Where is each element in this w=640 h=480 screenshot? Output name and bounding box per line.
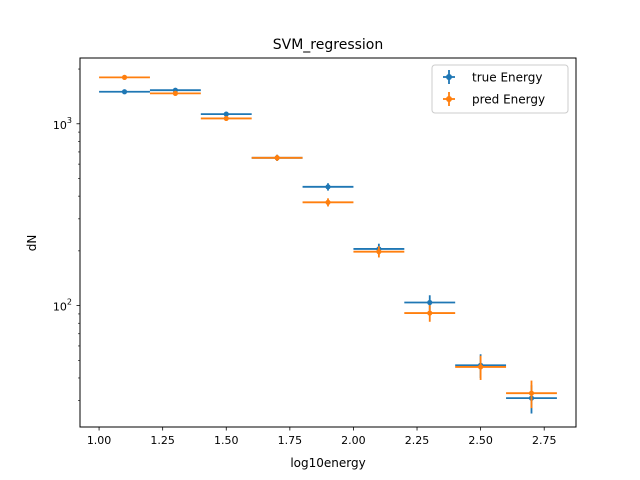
series-1-point-3 [274,155,280,161]
data-marks [99,74,557,414]
series-1-point-8 [528,390,535,396]
x-tick-label-6: 2.50 [468,434,493,447]
series-1-point-2 [223,115,229,122]
y-axis: 102 103 [53,68,80,401]
legend-item-0: true Energy [443,70,542,85]
plot-frame [79,57,577,428]
series-0-point-6 [427,299,433,306]
x-tick-label-7: 2.75 [532,434,557,447]
y-tick-label-0: 102 [53,298,72,314]
series-0-point-0 [121,89,128,95]
legend-item-1: pred Energy [443,92,545,107]
legend-label-1: pred Energy [472,93,545,107]
x-tick-label-0: 1.00 [87,434,112,447]
legend-label-0: true Energy [472,71,542,85]
series-1 [99,74,557,409]
chart-title: SVM_regression [273,37,383,53]
y-tick-label-1: 103 [53,116,72,132]
series-1-point-5 [376,249,382,255]
legend-marker-1 [446,96,452,102]
series-1-point-7 [478,364,484,370]
y-axis-label: dN [25,235,39,252]
x-axis: 1.00 1.25 1.50 1.75 2.00 2.25 2.50 2.75 [87,427,557,447]
x-tick-label-2: 1.50 [214,434,239,447]
series-1-point-1 [172,90,178,96]
series-1-point-6 [427,310,433,316]
legend-marker-0 [446,74,452,80]
x-axis-label: log10energy [290,456,365,470]
x-tick-label-4: 2.00 [341,434,366,447]
x-tick-label-1: 1.25 [150,434,175,447]
series-0-point-4 [325,184,331,190]
series-1-point-0 [121,74,128,80]
x-tick-label-5: 2.25 [405,434,430,447]
legend: true Energy pred Energy [431,64,569,114]
series-0-point-2 [223,111,229,117]
series-1-point-4 [325,199,331,205]
x-tick-label-3: 1.75 [278,434,303,447]
legend-box [431,64,569,114]
